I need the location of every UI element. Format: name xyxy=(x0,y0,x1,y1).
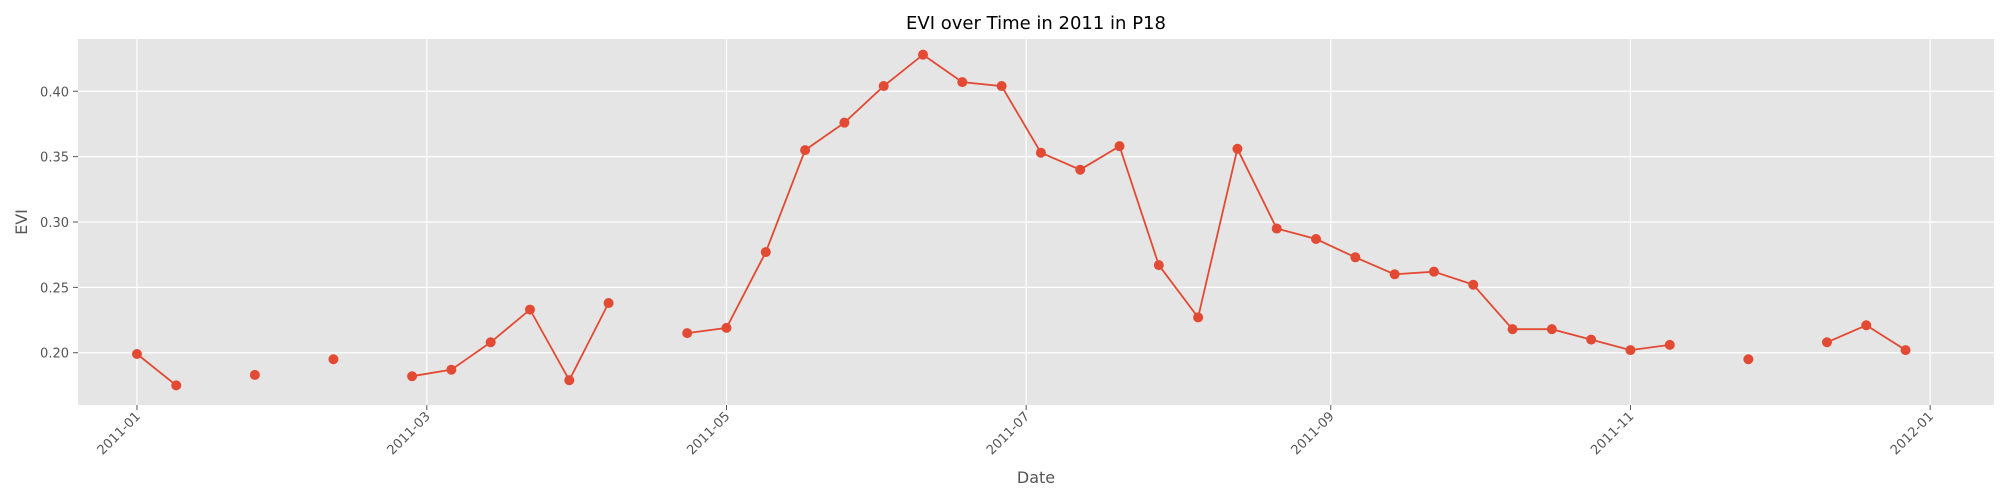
y-tick-label: 0.30 xyxy=(40,216,69,231)
data-point xyxy=(1664,339,1675,350)
data-point xyxy=(1625,345,1636,356)
data-point xyxy=(131,349,142,360)
data-point xyxy=(682,328,693,339)
data-point xyxy=(485,337,496,348)
series-evi xyxy=(131,49,1911,391)
y-tick-label: 0.25 xyxy=(40,281,69,296)
series-line-segment xyxy=(411,302,610,383)
data-point xyxy=(1271,223,1282,234)
data-point xyxy=(1389,269,1400,280)
data-point xyxy=(524,304,535,315)
data-point xyxy=(918,49,929,60)
data-point xyxy=(1075,164,1086,175)
y-tick-label: 0.40 xyxy=(40,85,69,100)
data-point xyxy=(1743,354,1754,365)
y-tick-label: 0.35 xyxy=(40,151,69,166)
data-point xyxy=(446,364,457,375)
data-point xyxy=(603,298,614,309)
x-tick-label: 2012-01 xyxy=(1888,409,1937,458)
data-point xyxy=(1507,324,1518,335)
data-point xyxy=(839,117,850,128)
data-point xyxy=(1861,320,1872,331)
data-point xyxy=(1153,260,1164,271)
data-point xyxy=(328,354,339,365)
data-point xyxy=(407,371,418,382)
series-line-segment xyxy=(687,53,1670,352)
data-point xyxy=(1586,334,1597,345)
x-tick-label: 2011-11 xyxy=(1588,409,1637,458)
data-point xyxy=(1311,233,1322,244)
x-tick-label: 2011-05 xyxy=(684,409,733,458)
data-point xyxy=(1350,252,1361,263)
data-point xyxy=(721,322,732,333)
data-point xyxy=(1468,279,1479,290)
x-tick-label: 2011-03 xyxy=(385,409,434,458)
y-tick-label: 0.20 xyxy=(40,347,69,362)
data-point xyxy=(878,81,889,92)
data-point xyxy=(1428,266,1439,277)
x-tick-label: 2011-07 xyxy=(984,409,1033,458)
data-point xyxy=(957,77,968,88)
data-point xyxy=(1232,143,1243,154)
x-tick-label: 2011-01 xyxy=(95,409,144,458)
series-line-segment xyxy=(136,353,177,387)
data-point xyxy=(1193,312,1204,323)
data-point xyxy=(996,81,1007,92)
data-point xyxy=(1546,324,1557,335)
data-point xyxy=(249,369,260,380)
y-axis-label: EVI xyxy=(12,209,31,235)
data-point xyxy=(1035,147,1046,158)
data-point xyxy=(564,375,575,386)
data-point xyxy=(171,380,182,391)
data-point xyxy=(1821,337,1832,348)
data-point xyxy=(800,145,811,156)
x-axis-label: Date xyxy=(1017,468,1055,487)
data-point xyxy=(1114,141,1125,152)
chart-title: EVI over Time in 2011 in P18 xyxy=(906,13,1166,34)
data-point xyxy=(1900,345,1911,356)
data-point xyxy=(760,247,771,258)
x-tick-label: 2011-09 xyxy=(1289,409,1338,458)
grid-lines xyxy=(78,39,1994,405)
